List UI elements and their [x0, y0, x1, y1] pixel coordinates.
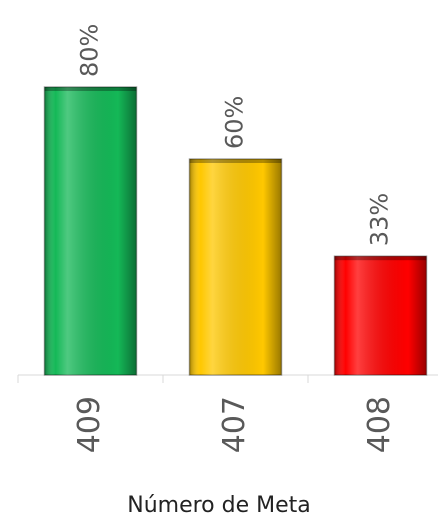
bar-top-bevel	[334, 256, 427, 261]
x-tick-label: 408	[362, 396, 397, 453]
x-axis-title: Número de Meta	[127, 493, 311, 518]
bar-top-bevel	[44, 87, 137, 91]
data-label: 33%	[366, 193, 394, 246]
data-label: 60%	[221, 96, 249, 149]
bar-shade	[189, 159, 282, 375]
x-tick-label: 409	[72, 396, 107, 453]
x-tick-label: 407	[217, 396, 252, 453]
bar-top-bevel	[189, 159, 282, 163]
bar-shade	[44, 87, 137, 375]
bar-shade	[334, 256, 427, 375]
data-label: 80%	[76, 24, 104, 77]
